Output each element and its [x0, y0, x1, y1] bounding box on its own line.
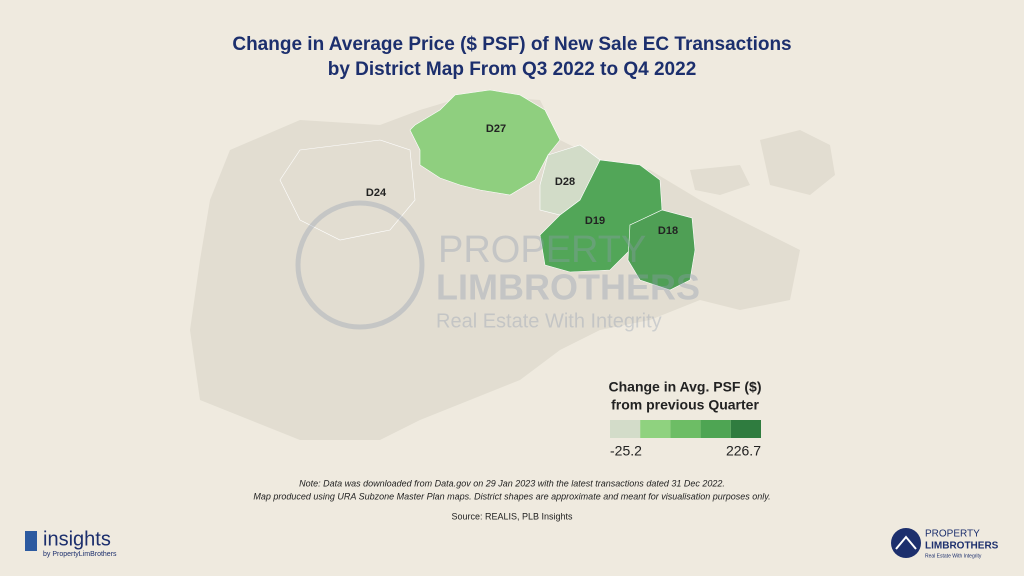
- brand: insights: [43, 528, 111, 550]
- watermark-logo: [295, 200, 425, 330]
- watermark-text: PROPERTY: [438, 229, 646, 271]
- footer-brand: insights by PropertyLimBrothers: [25, 528, 117, 558]
- legend-title: from previous Quarter: [611, 397, 759, 413]
- district-label: D18: [658, 225, 678, 237]
- island: [690, 165, 750, 195]
- logo-tagline: Real Estate With Integrity: [925, 553, 982, 559]
- district-label: D28: [555, 176, 575, 188]
- district-label: D24: [366, 187, 387, 199]
- district-label: D19: [585, 215, 605, 227]
- note: Note: Data was downloaded from Data.gov …: [299, 478, 725, 488]
- note: Map produced using URA Subzone Master Pl…: [253, 491, 770, 501]
- logo-text: LIMBROTHERS: [925, 541, 999, 552]
- watermark: PROPERTY LIMBROTHERS Real Estate With In…: [295, 200, 700, 332]
- footer-logo: PROPERTY LIMBROTHERS Real Estate With In…: [891, 528, 999, 559]
- legend-min: -25.2: [610, 443, 642, 459]
- legend-swatch: [610, 420, 641, 438]
- legend-swatch: [700, 420, 731, 438]
- logo-text: PROPERTY: [925, 529, 980, 540]
- watermark-text: Real Estate With Integrity: [436, 310, 662, 332]
- logo-roof: [895, 535, 917, 550]
- map: D27 D28 D19 D18 D24: [190, 89, 835, 440]
- watermark-text: LIMBROTHERS: [436, 267, 700, 308]
- island: [760, 130, 835, 195]
- source: Source: REALIS, PLB Insights: [451, 511, 573, 521]
- legend-swatch: [670, 420, 701, 438]
- legend-swatch: [730, 420, 761, 438]
- district-label: D27: [486, 123, 506, 135]
- legend-swatch: [640, 420, 671, 438]
- brand-sub: by PropertyLimBrothers: [43, 551, 117, 558]
- district: [627, 209, 696, 291]
- district: [409, 89, 561, 196]
- district: [279, 139, 416, 241]
- legend-title: Change in Avg. PSF ($): [609, 379, 762, 395]
- legend: Change in Avg. PSF ($) from previous Qua…: [609, 379, 762, 459]
- title: Change in Average Price ($ PSF) of New S…: [232, 34, 791, 55]
- logo-icon: [891, 528, 921, 558]
- title: by District Map From Q3 2022 to Q4 2022: [328, 59, 697, 80]
- brand-icon: [25, 531, 37, 551]
- legend-max: 226.7: [726, 443, 761, 459]
